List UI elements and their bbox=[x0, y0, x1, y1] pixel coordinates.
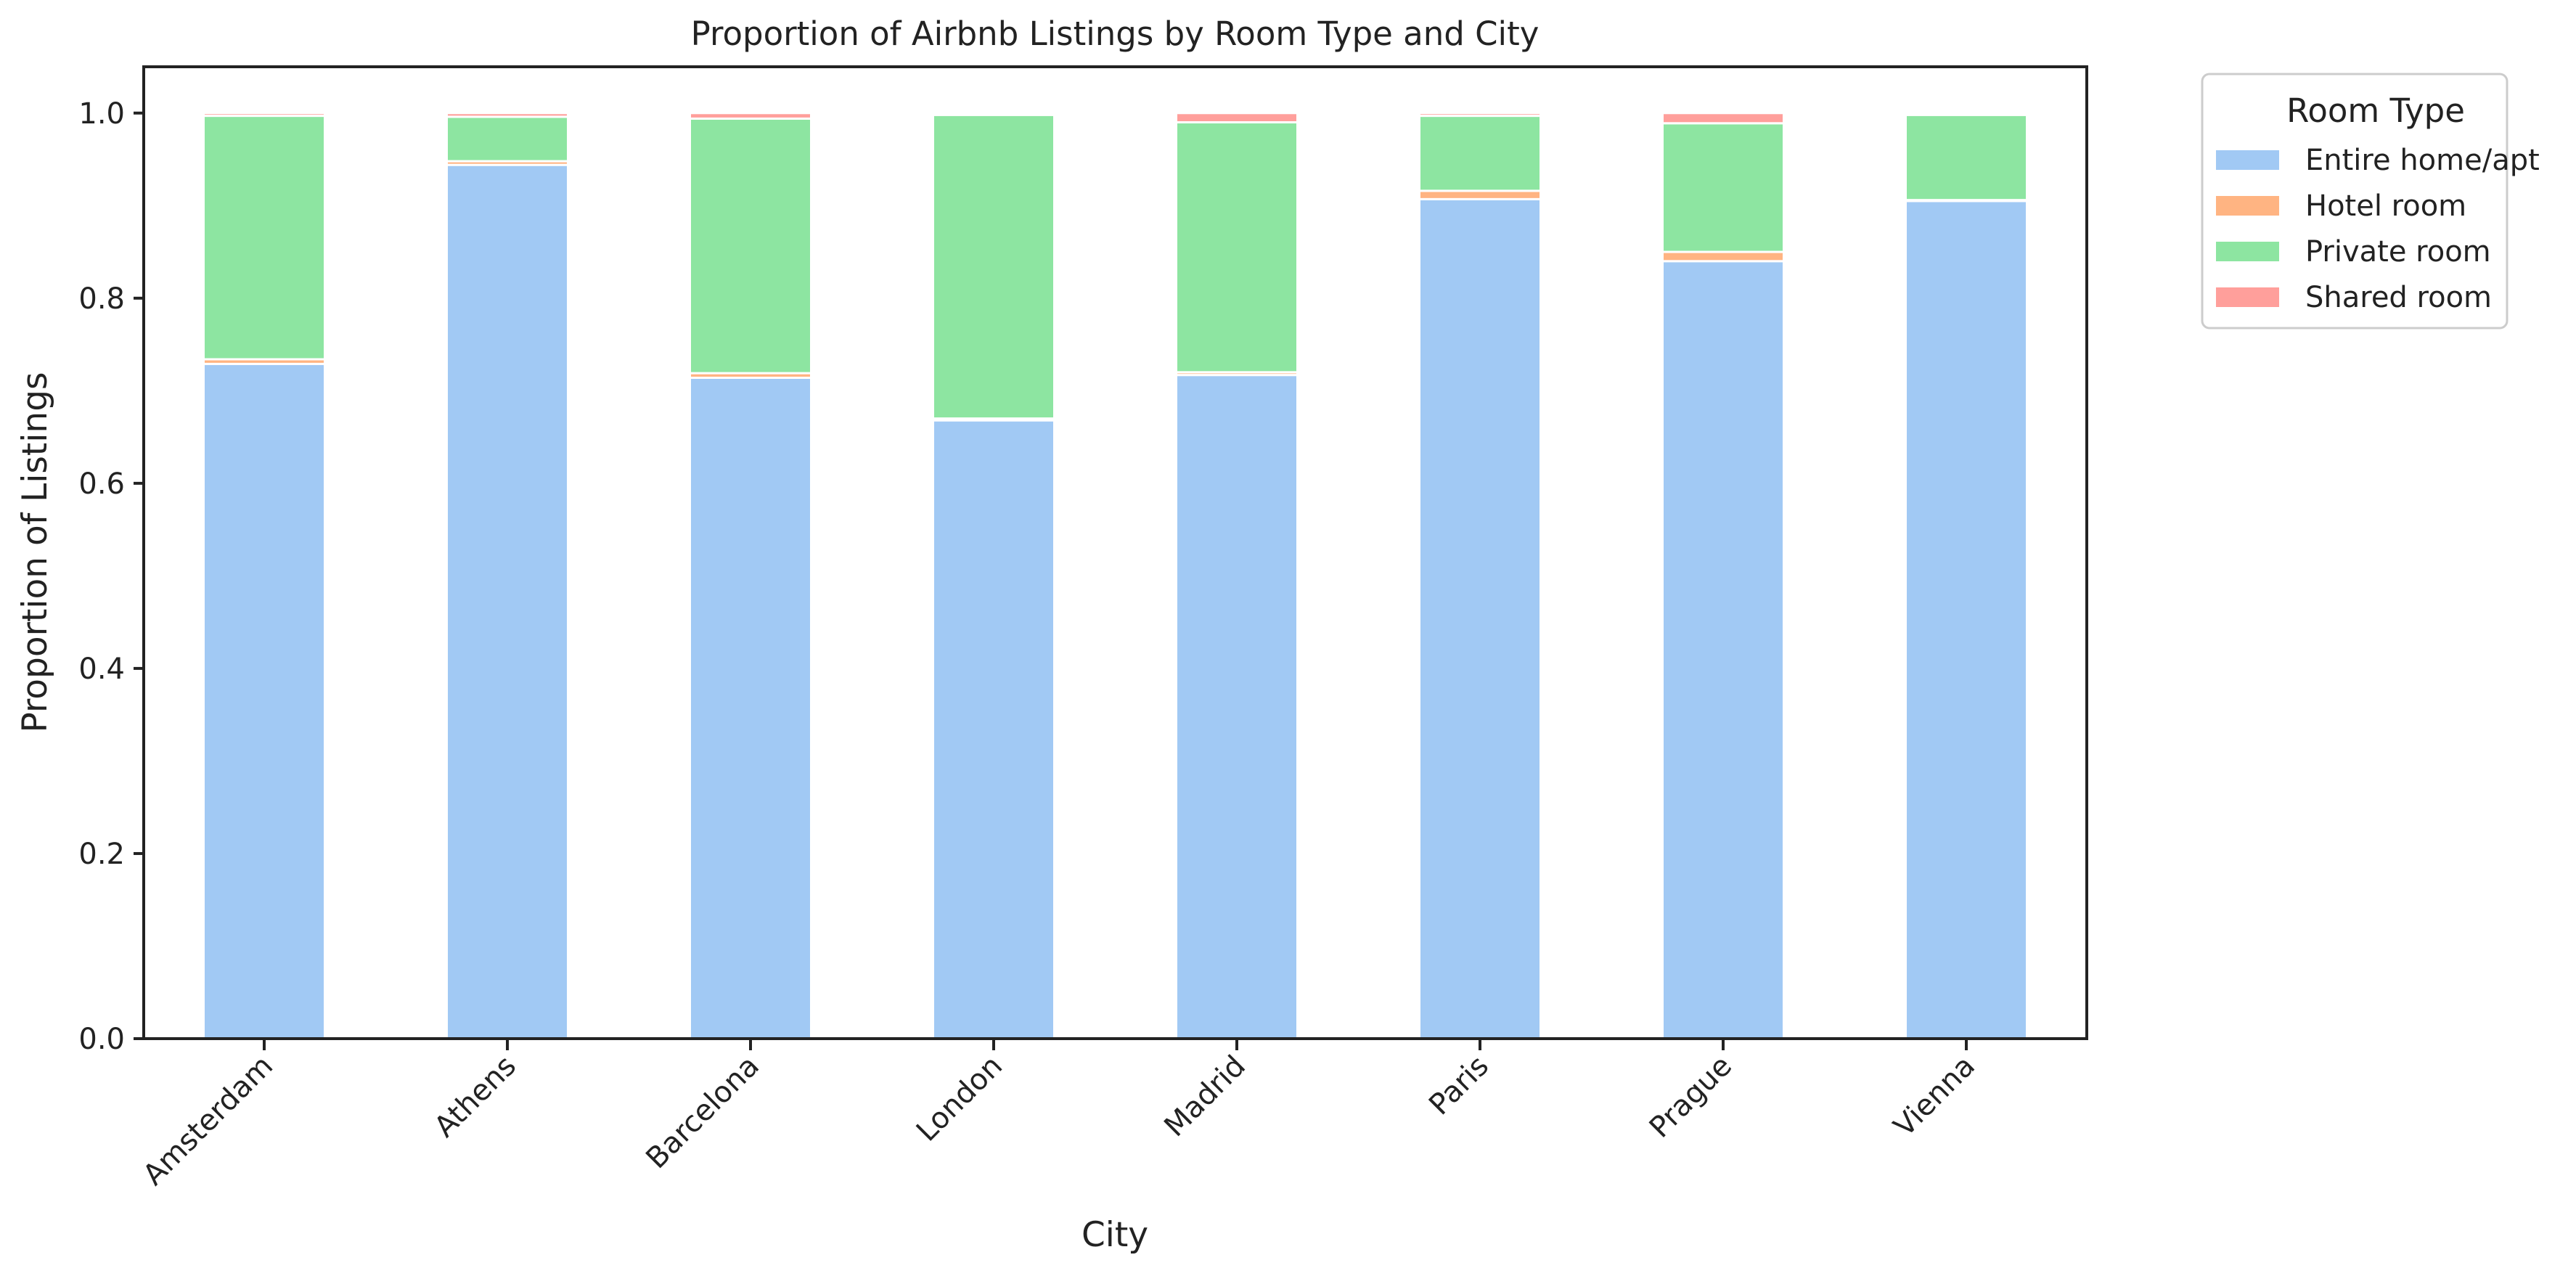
y-tick-label: 0.4 bbox=[78, 653, 125, 686]
legend-swatch-hotel-room bbox=[2216, 196, 2279, 216]
y-tick-label: 0.0 bbox=[78, 1023, 125, 1056]
legend-label-shared-room: Shared room bbox=[2305, 281, 2492, 314]
legend-label-private-room: Private room bbox=[2305, 235, 2491, 269]
x-axis-label: City bbox=[1081, 1215, 1148, 1255]
x-tick-label-madrid: Madrid bbox=[1158, 1050, 1252, 1144]
bar-segment-barcelona-private-room bbox=[689, 117, 812, 375]
legend-title: Room Type bbox=[2286, 91, 2465, 130]
plot-area-frame bbox=[142, 65, 2088, 1040]
x-axis: Amsterdam Athens Barcelona London Madrid Pari… bbox=[136, 1039, 1982, 1192]
bar-segment-vienna-entire-home-apt bbox=[1905, 200, 2028, 1040]
bar-segment-paris-entire-home-apt bbox=[1418, 197, 1542, 1040]
bar-segment-barcelona-shared-room bbox=[689, 112, 812, 120]
x-tick-label-athens: Athens bbox=[428, 1050, 523, 1144]
bar-segment-madrid-private-room bbox=[1175, 121, 1299, 374]
bar-segment-amsterdam-shared-room bbox=[203, 112, 326, 118]
x-tick-label-london: London bbox=[910, 1050, 1009, 1148]
bar-segment-amsterdam-entire-home-apt bbox=[203, 362, 326, 1040]
y-tick-label: 1.0 bbox=[78, 97, 125, 131]
x-tick-label-amsterdam: Amsterdam bbox=[136, 1050, 279, 1193]
bar-segment-vienna-private-room bbox=[1905, 113, 2028, 202]
bar-segment-prague-entire-home-apt bbox=[1661, 260, 1785, 1040]
bar-segment-madrid-shared-room bbox=[1175, 112, 1299, 124]
x-tick-label-vienna: Vienna bbox=[1887, 1050, 1982, 1144]
legend: Room Type Entire home/apt Hotel room Priva… bbox=[2201, 73, 2540, 330]
chart-title: Proportion of Airbnb Listings by Room Ty… bbox=[691, 15, 1540, 53]
y-axis: 0.0 0.2 0.4 0.6 0.8 1.0 bbox=[78, 97, 144, 1056]
legend-items: Entire home/apt Hotel room Private room Sha… bbox=[2216, 144, 2540, 314]
legend-frame bbox=[2201, 73, 2508, 330]
y-tick-label: 0.2 bbox=[78, 838, 125, 871]
x-tick-label-prague: Prague bbox=[1643, 1050, 1738, 1145]
legend-swatch-private-room bbox=[2216, 242, 2279, 261]
bar-segment-london-shared-room bbox=[932, 112, 1055, 116]
bar-segment-barcelona-entire-home-apt bbox=[689, 376, 812, 1040]
legend-swatch-shared-room bbox=[2216, 287, 2279, 307]
bar-segment-prague-private-room bbox=[1661, 122, 1785, 253]
legend-swatch-entire-home-apt bbox=[2216, 150, 2279, 170]
bar-segment-prague-shared-room bbox=[1661, 112, 1785, 125]
y-axis-label: Proportion of Listings bbox=[15, 372, 55, 732]
bars-layer bbox=[203, 112, 2028, 1040]
bar-segment-london-private-room bbox=[932, 113, 1055, 420]
bar-segment-athens-entire-home-apt bbox=[446, 163, 569, 1040]
bar-segment-athens-private-room bbox=[446, 115, 569, 163]
x-tick-label-paris: Paris bbox=[1423, 1050, 1495, 1122]
bar-segment-london-entire-home-apt bbox=[932, 419, 1055, 1040]
bar-segment-athens-shared-room bbox=[446, 112, 569, 118]
bar-segment-paris-private-room bbox=[1418, 115, 1542, 192]
legend-label-hotel-room: Hotel room bbox=[2305, 189, 2466, 223]
bar-segment-madrid-entire-home-apt bbox=[1175, 374, 1299, 1040]
bar-segment-prague-hotel-room bbox=[1661, 250, 1785, 263]
legend-label-entire-home-apt: Entire home/apt bbox=[2305, 144, 2540, 177]
bar-segment-paris-hotel-room bbox=[1418, 189, 1542, 200]
bar-segment-vienna-shared-room bbox=[1905, 112, 2028, 116]
y-tick-label: 0.6 bbox=[78, 467, 125, 501]
x-tick-label-barcelona: Barcelona bbox=[639, 1050, 766, 1176]
bar-segment-amsterdam-private-room bbox=[203, 115, 326, 361]
y-tick-label: 0.8 bbox=[78, 282, 125, 316]
bar-segment-paris-shared-room bbox=[1418, 112, 1542, 118]
